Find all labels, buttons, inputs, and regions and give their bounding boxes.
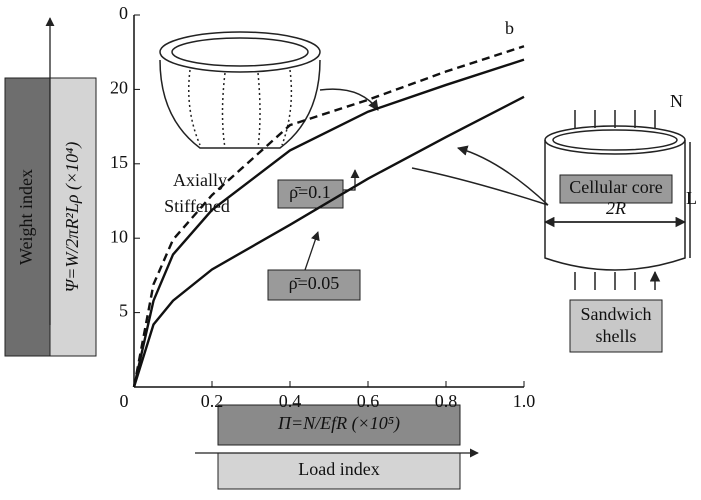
annotation: Cellular core [569,177,662,197]
x-tick-label: 0.2 [201,391,224,411]
x-tick-label: 0.8 [435,391,458,411]
y-tick-label: 15 [110,152,128,172]
x-tick-label: 0 [120,391,129,411]
annotation: Stiffened [164,196,230,216]
ylabel-box [49,77,97,357]
y-tick-label: 20 [110,78,128,98]
label-box [267,269,361,301]
series-line [132,58,525,388]
legend-label: ρ̄=0.1 [289,182,331,202]
ylabel: Weight index [16,169,36,265]
annotation: 2R [606,198,626,218]
x-tick-label: 0.4 [279,391,302,411]
xlabel-box [217,404,461,446]
x-tick-label: 1.0 [513,391,536,411]
sandwich-cylinder-icon [411,110,691,290]
stiffened-shell-icon [159,31,379,149]
annotation: L [686,188,697,208]
annotation: N [670,91,683,111]
x-tick-label: 0.6 [357,391,380,411]
y-tick-label: 5 [119,301,128,321]
label-box [569,299,663,353]
series-line [132,45,525,388]
ylabel-box [4,77,51,357]
y-tick-label: 0 [119,3,128,23]
y-tick-label: 10 [110,226,128,246]
legend-label: ρ̄=0.05 [289,273,340,293]
series-line [132,95,525,388]
xlabel: Π=N/EfR (×10⁵) [277,413,400,434]
annotation: Sandwich [581,304,652,324]
annotation: Axially [173,170,227,190]
annotation: shells [595,326,636,346]
panel-label: b [505,18,514,38]
label-box [559,174,673,204]
xlabel: Load index [298,459,379,479]
ylabel: Ψ=W/2πR²Lρ (×10⁴) [62,142,83,293]
label-box [277,179,344,209]
xlabel-box [217,452,461,490]
